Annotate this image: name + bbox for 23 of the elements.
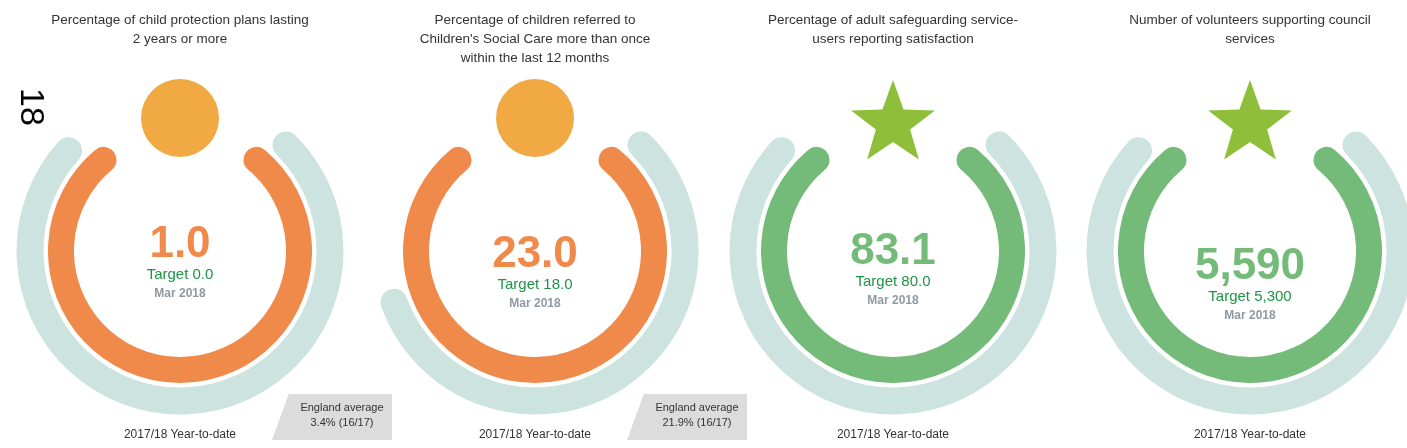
data-label: 1.0 xyxy=(148,217,212,266)
text: Percentage of child protection plans lasting 2 years or more xyxy=(50,11,310,48)
text: Target 80.0 xyxy=(854,272,932,289)
text: Mar 2018 xyxy=(1223,308,1277,322)
text: 2017/18 Year-to-date xyxy=(122,427,238,441)
text: Number of volunteers supporting council services xyxy=(1128,11,1372,48)
data-label: 83.1 xyxy=(849,224,937,273)
text: 2017/18 Year-to-date xyxy=(835,427,951,441)
text: 2017/18 Year-to-date xyxy=(1192,427,1308,441)
text: Target 5,300 xyxy=(1207,287,1293,304)
text: England average 3.4% (16/17) xyxy=(299,400,385,430)
data-label: 23.0 xyxy=(491,227,579,276)
text: Mar 2018 xyxy=(153,286,207,300)
text: Percentage of adult safeguarding service-users reporting satisfaction xyxy=(767,11,1019,48)
text: 18 xyxy=(14,88,52,126)
text: Mar 2018 xyxy=(508,296,562,310)
text: 2017/18 Year-to-date xyxy=(477,427,593,441)
text: Mar 2018 xyxy=(866,293,920,307)
text: Percentage of children referred to Children's Social Care more than once within the last 12 months xyxy=(418,11,652,67)
data-label: 5,590 xyxy=(1193,239,1307,288)
text: Target 0.0 xyxy=(145,265,215,282)
text: England average 21.9% (16/17) xyxy=(654,400,740,430)
text: Target 18.0 xyxy=(496,275,574,292)
